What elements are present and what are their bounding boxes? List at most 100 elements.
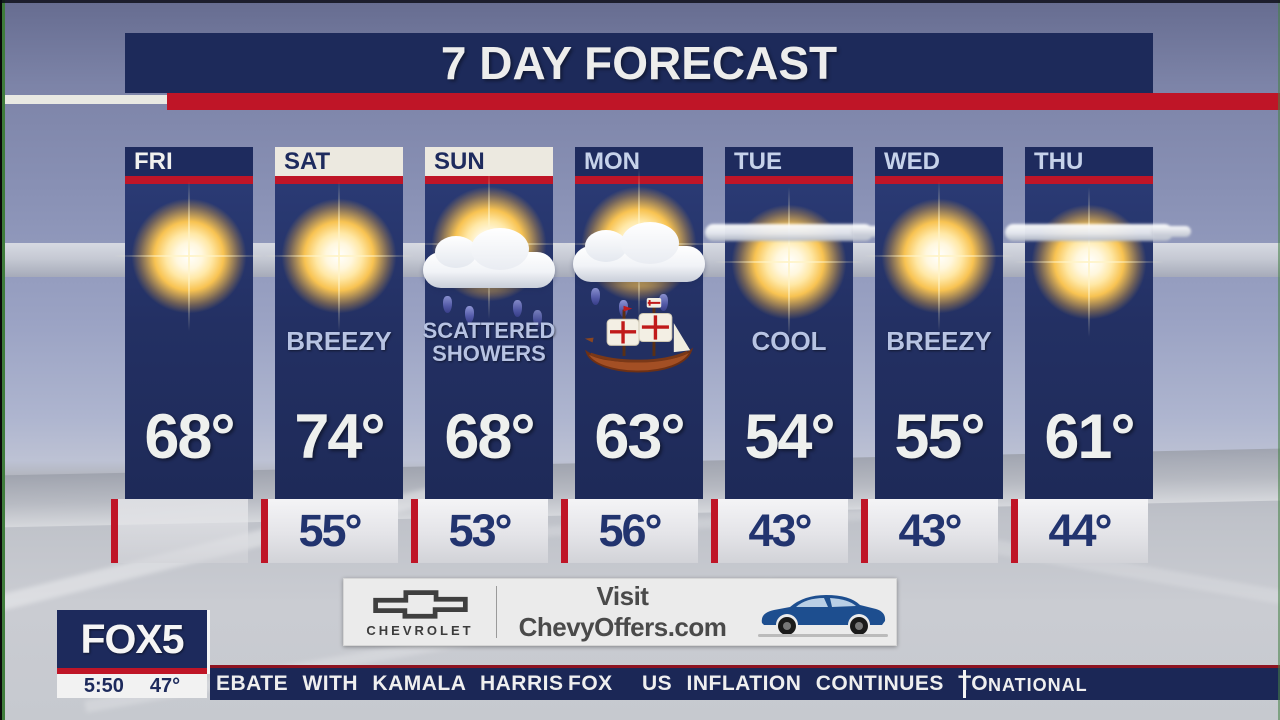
screen-edge-green (2, 0, 5, 720)
wispy-cloud-icon (1005, 224, 1191, 241)
high-temp: 68° (144, 402, 235, 472)
chevrolet-bowtie-icon (373, 589, 468, 619)
weather-icon-area (1005, 184, 1191, 344)
day-panel: 61° (1005, 184, 1191, 499)
day-red-bar (875, 176, 1003, 184)
day-red-bar (275, 176, 403, 184)
low-temp-red-strip (1011, 499, 1018, 563)
day-label: TUE (725, 147, 853, 176)
day-label: FRI (125, 147, 253, 176)
low-temp-box: 56° (561, 499, 698, 563)
low-temp-box: 55° (261, 499, 398, 563)
day-panel: 68° (125, 184, 253, 499)
low-temp-red-strip (261, 499, 268, 563)
day-label: WED (875, 147, 1003, 176)
low-temp-box (111, 499, 248, 563)
title-underline-red (167, 93, 1280, 110)
raindrop-icon (443, 296, 452, 313)
day-label: MON (575, 147, 703, 176)
day-red-bar (725, 176, 853, 184)
low-temp: 53° (448, 505, 512, 556)
station-edge-line (207, 610, 210, 674)
high-temp: 54° (744, 402, 835, 472)
columbus-ship-icon (584, 298, 694, 373)
day-label: SAT (275, 147, 403, 176)
ad-divider (496, 586, 497, 638)
day-red-bar (1025, 176, 1153, 184)
condition-text: SCATTERED SHOWERS (422, 317, 556, 366)
low-temp-box: 43° (861, 499, 998, 563)
station-red-bar (57, 668, 207, 674)
high-temp: 74° (294, 402, 385, 472)
chevrolet-wordmark: CHEVROLET (366, 622, 474, 638)
wispy-cloud-icon (705, 224, 891, 241)
low-temp-box: 53° (411, 499, 548, 563)
forecast-day-column-sat: SAT BREEZY 74° 55° (261, 147, 403, 563)
high-temp: 68° (444, 402, 535, 472)
sun-icon (1031, 204, 1147, 320)
low-temp-red-strip (411, 499, 418, 563)
ticker-headline: EBATE WITH KAMALA HARRIS (216, 672, 564, 695)
low-temp-red-strip (711, 499, 718, 563)
suv-image (748, 585, 896, 639)
weather-icon-area (573, 184, 705, 373)
low-temp: 56° (598, 505, 662, 556)
raindrop-icon (619, 300, 628, 317)
sun-icon (881, 198, 997, 314)
day-panel: COOL 54° (705, 184, 891, 499)
forecast-day-column-fri: FRI 68° (111, 147, 253, 563)
day-panel: SCATTERED SHOWERS 68° (422, 184, 556, 499)
low-temp-box: 43° (711, 499, 848, 563)
low-temp: 44° (1048, 505, 1112, 556)
high-temp: 61° (1044, 402, 1135, 472)
low-temp-red-strip (561, 499, 568, 563)
ticker-category: NATIONAL (988, 675, 1088, 695)
station-logo: FOX5 (80, 615, 184, 662)
rain-cloud-icon (423, 228, 555, 288)
sun-icon (131, 198, 247, 314)
news-ticker: EBATE WITH KAMALA HARRIS FOX US INFLATIO… (210, 665, 1280, 700)
sun-icon (731, 204, 847, 320)
low-temp: 43° (898, 505, 962, 556)
weather-icon-area (125, 184, 253, 344)
sun-icon (281, 198, 397, 314)
raindrop-icon (659, 294, 668, 311)
screen-edge-top (0, 0, 1280, 3)
ad-message: Visit ChevyOffers.com (518, 581, 727, 642)
blue-suv-icon (758, 595, 888, 637)
low-temp-red-strip (861, 499, 868, 563)
high-temp: 63° (594, 402, 685, 472)
condition-text: BREEZY (886, 326, 992, 357)
screen-edge (0, 0, 2, 720)
day-panel: 63° (573, 184, 705, 499)
forecast-day-column-tue: TUE COOL 54° 43° (705, 147, 891, 563)
screen-edge-green (1278, 0, 1280, 720)
rain-cloud-icon (573, 222, 705, 282)
low-temp-red-strip (111, 499, 118, 563)
ad-banner: CHEVROLET Visit ChevyOffers.com (343, 578, 897, 646)
forecast-day-column-mon: MON 63° 56° (561, 147, 705, 563)
condition-text: COOL (751, 326, 827, 357)
low-temp: 55° (298, 505, 362, 556)
day-red-bar (425, 176, 553, 184)
forecast-title-bar: 7 DAY FORECAST (125, 33, 1153, 93)
current-temp: 47° (149, 674, 181, 697)
condition-text: BREEZY (286, 326, 392, 357)
low-temp: 43° (748, 505, 812, 556)
high-temp: 55° (894, 402, 985, 472)
day-red-bar (125, 176, 253, 184)
clock-time: 5:50 (83, 674, 124, 697)
forecast-day-column-thu: THU 61° 44° (1005, 147, 1191, 563)
day-panel: BREEZY 55° (875, 184, 1003, 499)
station-logo-box: FOX5 (57, 610, 207, 668)
forecast-day-column-sun: SUN SCATTERED SHOWERS 68° 53° (411, 147, 556, 563)
sun-icon (581, 186, 697, 302)
forecast-day-column-wed: WED BREEZY 55° 43° (861, 147, 1003, 563)
ticker-headline: US INFLATION CONTINUES TO (642, 672, 989, 695)
low-temp-box: 44° (1011, 499, 1148, 563)
ticker-cursor (963, 670, 966, 698)
fox-network-logo: FOX (568, 672, 613, 695)
raindrop-icon (591, 288, 600, 305)
day-panel: BREEZY 74° (275, 184, 403, 499)
